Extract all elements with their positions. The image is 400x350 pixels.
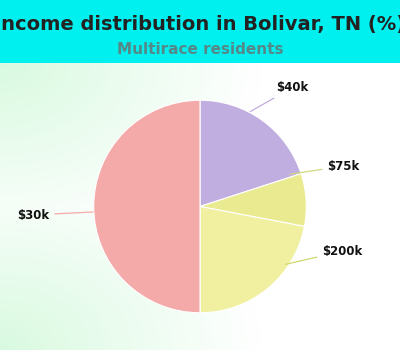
Text: $30k: $30k	[17, 209, 93, 222]
Text: $40k: $40k	[250, 81, 309, 112]
Wedge shape	[94, 100, 200, 313]
Wedge shape	[200, 206, 304, 313]
Text: Income distribution in Bolivar, TN (%): Income distribution in Bolivar, TN (%)	[0, 15, 400, 34]
Wedge shape	[200, 100, 301, 206]
Text: $200k: $200k	[286, 245, 362, 264]
Text: Multirace residents: Multirace residents	[117, 42, 283, 56]
Text: $75k: $75k	[290, 160, 360, 174]
Wedge shape	[200, 174, 306, 226]
